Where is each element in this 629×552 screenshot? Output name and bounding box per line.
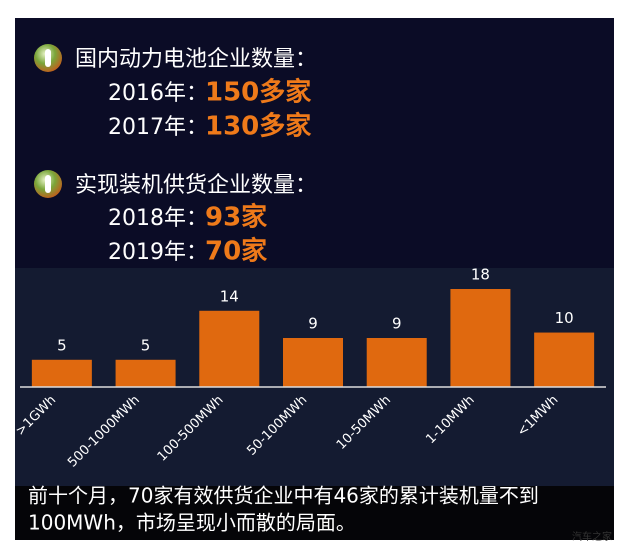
row-value: 93家	[205, 202, 267, 233]
bar	[366, 338, 427, 387]
row-label: 2016年：	[108, 81, 208, 106]
row-value: 70家	[205, 236, 267, 267]
bar	[115, 359, 176, 387]
row-label: 2019年：	[108, 240, 208, 265]
icon	[34, 170, 62, 198]
row-value: 150多家	[205, 77, 311, 108]
bar	[199, 310, 260, 387]
section-heading: 实现装机供货企业数量：	[75, 173, 317, 198]
bar	[283, 338, 343, 387]
caption-line: 100MWh，市场呈现小而散的局面。	[28, 511, 356, 535]
data-label: 9	[392, 315, 402, 333]
data-label: 10	[555, 309, 574, 327]
data-label: 14	[220, 287, 239, 305]
caption-line: 前十个月，70家有效供货企业中有46家的累计装机量不到	[28, 484, 539, 508]
icon	[34, 44, 62, 72]
caption-band	[15, 486, 614, 540]
data-label: 18	[471, 266, 490, 284]
bar	[31, 359, 92, 387]
row-label: 2017年：	[108, 115, 208, 140]
watermark: 汽车之家	[572, 530, 612, 543]
section-heading: 国内动力电池企业数量：	[75, 47, 317, 72]
data-label: 9	[308, 315, 318, 333]
row-value: 130多家	[205, 111, 311, 142]
bar	[534, 332, 595, 387]
data-label: 5	[141, 336, 151, 354]
data-label: 5	[57, 336, 67, 354]
bar	[450, 289, 511, 387]
row-label: 2018年：	[108, 206, 208, 231]
